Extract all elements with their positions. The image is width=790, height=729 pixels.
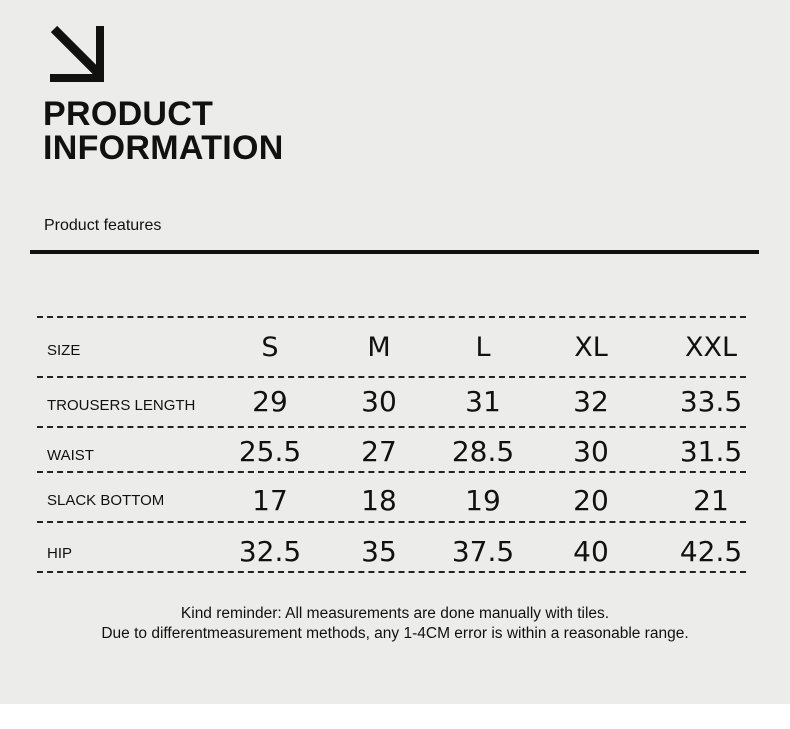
size-m: M — [367, 332, 391, 363]
cell: 17 — [252, 484, 288, 517]
cell: 42.5 — [679, 535, 743, 568]
title-line-1: PRODUCT — [43, 95, 214, 133]
size-header-row: SIZE S M L XL XXL — [0, 328, 790, 368]
size-xxl: XXL — [684, 332, 738, 363]
cell: 18 — [361, 484, 397, 517]
reminder-line-2: Due to differentmeasurement methods, any… — [101, 625, 689, 642]
row-label: SLACK BOTTOM — [47, 492, 165, 509]
cell: 33.5 — [679, 385, 743, 418]
divider — [30, 250, 759, 254]
cell: 21 — [693, 484, 729, 517]
dashed-divider — [37, 426, 746, 428]
title-line-2: INFORMATION — [43, 129, 284, 167]
cell: 32.5 — [238, 535, 302, 568]
cell: 30 — [573, 435, 609, 468]
cell: 30 — [361, 385, 397, 418]
cell: 27 — [361, 435, 397, 468]
size-header-label: SIZE — [47, 342, 81, 359]
dashed-divider — [37, 471, 746, 473]
dashed-divider — [37, 521, 746, 523]
dashed-divider — [37, 316, 746, 318]
cell: 29 — [252, 385, 288, 418]
cell: 35 — [361, 535, 397, 568]
reminder-line-1: Kind reminder: All measurements are done… — [180, 605, 610, 622]
cell: 37.5 — [451, 535, 515, 568]
cell: 20 — [573, 484, 609, 517]
row-label: TROUSERS LENGTH — [47, 397, 196, 414]
table-row: HIP 32.5 35 37.5 40 42.5 — [0, 532, 790, 572]
cell: 19 — [465, 484, 501, 517]
cell: 25.5 — [238, 435, 302, 468]
section-label: Product features — [44, 217, 162, 234]
info-panel: PRODUCT INFORMATION Product features SIZ… — [0, 0, 790, 704]
cell: 31.5 — [679, 435, 743, 468]
cell: 40 — [573, 535, 609, 568]
cell: 28.5 — [451, 435, 515, 468]
dashed-divider — [37, 571, 746, 573]
arrow-down-right-icon — [50, 25, 104, 82]
cell: 32 — [573, 385, 609, 418]
table-row: WAIST 25.5 27 28.5 30 31.5 — [0, 432, 790, 472]
dashed-divider — [37, 376, 746, 378]
size-s: S — [261, 332, 279, 363]
size-l: L — [475, 332, 491, 363]
row-label: HIP — [47, 545, 73, 562]
table-row: TROUSERS LENGTH 29 30 31 32 33.5 — [0, 382, 790, 422]
table-row: SLACK BOTTOM 17 18 19 20 21 — [0, 481, 790, 521]
row-label: WAIST — [47, 447, 94, 464]
cell: 31 — [465, 385, 501, 418]
size-xl: XL — [574, 332, 608, 363]
